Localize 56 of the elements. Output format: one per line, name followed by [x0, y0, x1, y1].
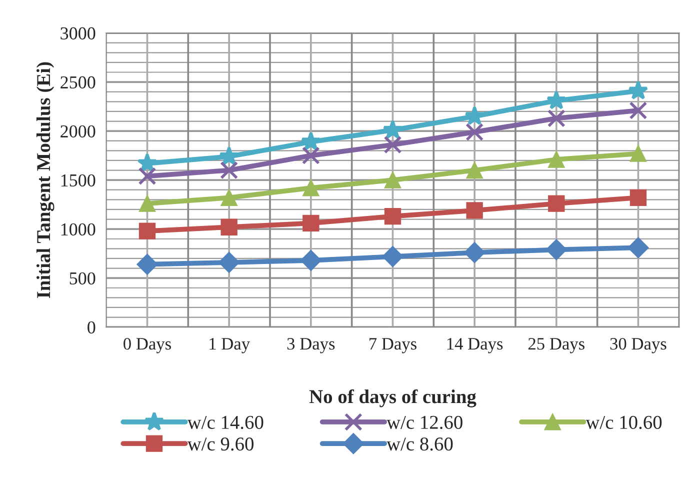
- y-tick-label: 1000: [61, 223, 96, 236]
- point: [220, 189, 238, 206]
- y-tick-label: 3000: [60, 27, 96, 40]
- point: [138, 167, 156, 186]
- x-tick-label: 1 Day: [210, 338, 250, 354]
- point: [466, 202, 483, 219]
- point: [302, 146, 320, 165]
- point: [382, 120, 403, 139]
- point: [219, 146, 240, 166]
- point: [546, 90, 566, 110]
- point: [548, 195, 565, 212]
- y-tick-label: 2500: [60, 76, 96, 88]
- point: [630, 145, 647, 162]
- x-axis-title: No of days of curing: [309, 389, 476, 408]
- y-tick-label: 2000: [60, 125, 96, 138]
- point: [466, 123, 484, 142]
- point: [630, 189, 647, 206]
- point: [137, 152, 158, 172]
- point: [464, 106, 485, 126]
- x-tick-label: 25 Days: [528, 338, 584, 354]
- point: [302, 214, 320, 232]
- point: [546, 239, 567, 260]
- x-tick-label: 3 Days: [287, 338, 335, 354]
- legend-label: w/c 8.60: [386, 437, 453, 451]
- point: [548, 151, 565, 168]
- legend-label: w/c 9.60: [187, 437, 254, 451]
- point: [300, 131, 321, 151]
- point: [547, 109, 566, 128]
- point: [466, 162, 483, 179]
- point: [302, 180, 320, 196]
- point: [628, 237, 649, 258]
- point: [138, 222, 156, 240]
- y-tick-label: 0: [88, 321, 96, 334]
- point: [628, 80, 648, 100]
- point: [218, 252, 240, 273]
- point: [384, 172, 402, 188]
- x-tick-label: 30 Days: [610, 338, 666, 354]
- legend-label: w/c 14.60: [187, 416, 264, 430]
- legend-label: w/c 12.60: [386, 416, 462, 430]
- x-tick-label: 14 Days: [447, 338, 503, 354]
- point: [220, 218, 238, 236]
- point: [384, 208, 402, 225]
- point: [136, 254, 158, 275]
- point: [382, 246, 404, 268]
- point: [220, 161, 238, 180]
- point: [138, 195, 156, 212]
- y-tick-label: 1500: [61, 174, 96, 187]
- point: [464, 242, 486, 264]
- point: [300, 250, 322, 271]
- x-tick-label: 0 Days: [124, 338, 171, 354]
- y-axis-title: Initial Tangent Modulus (Ei): [36, 62, 54, 298]
- legend-label: w/c 10.60: [586, 416, 662, 430]
- point: [629, 101, 648, 120]
- y-tick-label: 500: [70, 272, 96, 285]
- x-tick-label: 7 Days: [370, 338, 416, 354]
- point: [384, 136, 402, 154]
